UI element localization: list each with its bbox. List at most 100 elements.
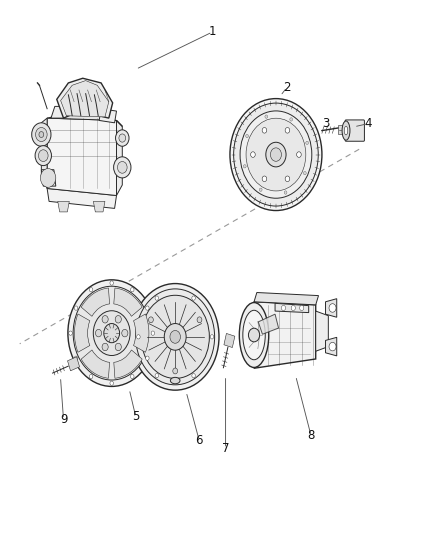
FancyBboxPatch shape bbox=[345, 120, 364, 141]
Polygon shape bbox=[258, 314, 279, 334]
Text: 6: 6 bbox=[195, 434, 203, 447]
Circle shape bbox=[93, 311, 130, 356]
Circle shape bbox=[233, 103, 318, 206]
Circle shape bbox=[244, 165, 246, 168]
Circle shape bbox=[119, 134, 126, 142]
Polygon shape bbox=[93, 201, 105, 212]
Circle shape bbox=[115, 316, 121, 323]
Polygon shape bbox=[41, 169, 56, 186]
Wedge shape bbox=[81, 350, 110, 378]
Circle shape bbox=[265, 115, 268, 118]
Circle shape bbox=[170, 330, 180, 343]
Polygon shape bbox=[60, 80, 109, 117]
Circle shape bbox=[164, 324, 186, 350]
Circle shape bbox=[69, 331, 72, 335]
Circle shape bbox=[35, 146, 52, 166]
Polygon shape bbox=[316, 311, 328, 351]
Circle shape bbox=[145, 306, 149, 310]
Polygon shape bbox=[99, 109, 117, 123]
Text: 9: 9 bbox=[60, 413, 67, 426]
Ellipse shape bbox=[243, 310, 265, 360]
Circle shape bbox=[102, 343, 108, 351]
Polygon shape bbox=[254, 302, 316, 368]
Circle shape bbox=[246, 118, 306, 191]
Circle shape bbox=[248, 328, 260, 342]
Polygon shape bbox=[51, 107, 67, 118]
Circle shape bbox=[73, 286, 150, 380]
Polygon shape bbox=[41, 118, 47, 189]
Circle shape bbox=[89, 288, 93, 292]
Text: 4: 4 bbox=[364, 117, 372, 130]
Polygon shape bbox=[117, 120, 122, 196]
Circle shape bbox=[262, 127, 267, 133]
Polygon shape bbox=[325, 337, 337, 356]
Circle shape bbox=[95, 329, 102, 337]
Circle shape bbox=[266, 142, 286, 167]
Circle shape bbox=[68, 280, 155, 386]
Circle shape bbox=[145, 356, 149, 360]
Circle shape bbox=[35, 127, 47, 142]
Polygon shape bbox=[338, 125, 342, 134]
Circle shape bbox=[39, 150, 48, 161]
Ellipse shape bbox=[170, 377, 180, 384]
Text: 8: 8 bbox=[307, 429, 314, 442]
Polygon shape bbox=[47, 189, 117, 208]
Circle shape bbox=[230, 99, 322, 211]
Circle shape bbox=[281, 305, 286, 311]
Circle shape bbox=[304, 172, 306, 175]
Circle shape bbox=[131, 288, 134, 292]
Text: 2: 2 bbox=[283, 81, 291, 94]
Ellipse shape bbox=[239, 303, 269, 367]
Circle shape bbox=[113, 157, 131, 178]
Circle shape bbox=[115, 343, 121, 351]
Polygon shape bbox=[325, 298, 337, 317]
Text: 1: 1 bbox=[208, 26, 216, 38]
Wedge shape bbox=[114, 288, 142, 316]
Circle shape bbox=[155, 296, 159, 300]
Ellipse shape bbox=[342, 121, 350, 140]
Text: 5: 5 bbox=[132, 410, 139, 423]
Circle shape bbox=[300, 305, 304, 311]
Text: 3: 3 bbox=[323, 117, 330, 130]
Circle shape bbox=[329, 304, 336, 312]
Circle shape bbox=[74, 306, 78, 310]
Circle shape bbox=[39, 132, 44, 138]
Circle shape bbox=[297, 152, 301, 157]
Circle shape bbox=[32, 123, 51, 146]
Text: 7: 7 bbox=[222, 442, 230, 455]
Polygon shape bbox=[58, 201, 69, 212]
Polygon shape bbox=[275, 303, 309, 312]
Circle shape bbox=[285, 127, 290, 133]
Circle shape bbox=[285, 176, 290, 182]
Circle shape bbox=[251, 152, 255, 157]
Circle shape bbox=[131, 284, 219, 390]
Circle shape bbox=[262, 176, 267, 182]
Circle shape bbox=[246, 134, 248, 138]
Circle shape bbox=[192, 374, 195, 378]
Circle shape bbox=[173, 368, 178, 374]
Circle shape bbox=[197, 317, 202, 323]
Circle shape bbox=[137, 335, 140, 339]
Polygon shape bbox=[47, 111, 122, 126]
Circle shape bbox=[284, 191, 287, 194]
Wedge shape bbox=[81, 288, 110, 316]
Circle shape bbox=[329, 342, 336, 351]
Wedge shape bbox=[134, 314, 149, 352]
Circle shape bbox=[74, 356, 78, 360]
Polygon shape bbox=[254, 293, 318, 305]
Circle shape bbox=[192, 296, 195, 300]
Circle shape bbox=[136, 289, 215, 385]
Circle shape bbox=[148, 317, 153, 322]
Circle shape bbox=[89, 374, 93, 378]
Circle shape bbox=[210, 335, 214, 339]
Circle shape bbox=[270, 148, 282, 161]
Circle shape bbox=[102, 316, 108, 323]
Wedge shape bbox=[114, 350, 142, 378]
Circle shape bbox=[155, 374, 159, 378]
Circle shape bbox=[131, 374, 134, 378]
Polygon shape bbox=[224, 334, 235, 348]
Circle shape bbox=[306, 141, 308, 144]
Circle shape bbox=[290, 118, 293, 121]
Circle shape bbox=[104, 324, 120, 343]
Circle shape bbox=[259, 188, 262, 191]
